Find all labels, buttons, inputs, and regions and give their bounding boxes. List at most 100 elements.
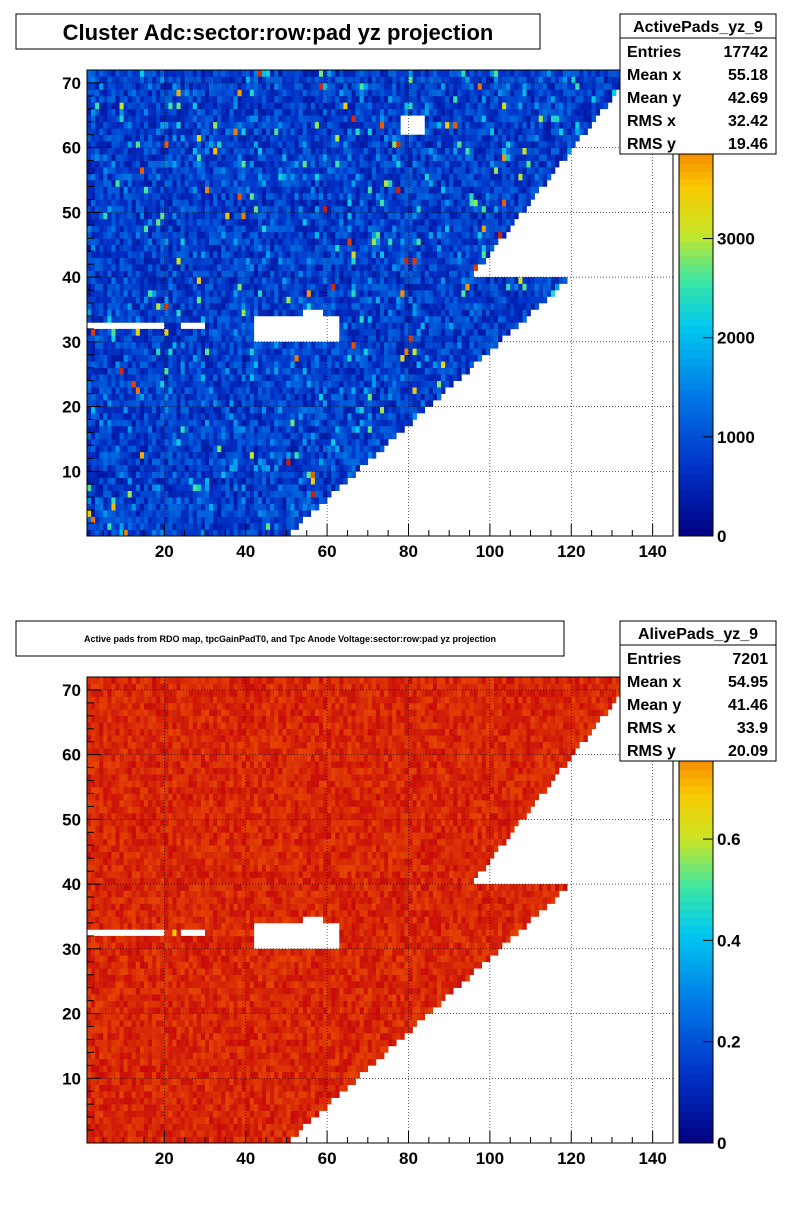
heatmap-cell: [290, 251, 295, 258]
heatmap-cell: [184, 180, 190, 187]
heatmap-cell: [127, 167, 133, 174]
heatmap-cell: [127, 529, 133, 537]
heatmap-cell: [355, 290, 360, 297]
heatmap-cell: [103, 199, 108, 207]
heatmap-cell: [229, 354, 234, 362]
heatmap-cell: [266, 400, 271, 407]
heatmap-cell: [404, 186, 409, 194]
heatmap-cell: [156, 277, 161, 284]
heatmap-cell: [502, 225, 507, 233]
heatmap-cell: [347, 374, 352, 381]
heatmap-cell: [294, 523, 299, 530]
heatmap-cell: [245, 419, 251, 427]
heatmap-cell: [143, 523, 149, 530]
heatmap-cell: [180, 257, 185, 265]
heatmap-cell: [449, 303, 454, 310]
heatmap-cell: [168, 296, 173, 304]
heatmap-cell: [261, 393, 267, 401]
heatmap-cell: [127, 244, 133, 252]
heatmap-cell: [135, 471, 141, 479]
heatmap-cell: [457, 354, 462, 362]
heatmap-cell: [318, 361, 324, 369]
heatmap-cell: [172, 225, 177, 233]
heatmap-cell: [261, 218, 267, 226]
heatmap-cell: [99, 167, 104, 174]
heatmap-cell: [314, 257, 320, 265]
heatmap-cell: [282, 471, 287, 479]
heatmap-cell: [237, 425, 242, 433]
heatmap-cell: [168, 484, 173, 491]
heatmap-cell: [363, 341, 369, 349]
heatmap-cell: [156, 380, 161, 388]
heatmap-cell: [436, 186, 442, 194]
heatmap-cell: [489, 173, 495, 181]
heatmap-cell: [205, 413, 210, 420]
heatmap-cell: [152, 296, 157, 304]
heatmap-cell: [359, 283, 365, 291]
heatmap-cell: [99, 464, 104, 472]
heatmap-cell: [314, 367, 320, 375]
heatmap-cell: [436, 303, 442, 310]
heatmap-cell: [294, 400, 299, 407]
heatmap-cell: [432, 290, 438, 297]
heatmap-cell: [510, 290, 515, 297]
heatmap-cell: [139, 529, 145, 537]
heatmap-cell: [318, 167, 324, 174]
heatmap-cell: [363, 354, 369, 362]
heatmap-cell: [172, 451, 177, 459]
heatmap-cell: [131, 529, 137, 537]
heatmap-cell: [266, 244, 271, 252]
heatmap-cell: [388, 400, 393, 407]
heatmap-cell: [131, 290, 137, 297]
heatmap-cell: [99, 315, 104, 323]
heatmap-cell: [380, 387, 385, 394]
heatmap-cell: [298, 387, 303, 394]
heatmap-cell: [143, 296, 149, 304]
heatmap-cell: [127, 393, 133, 401]
heatmap-cell: [148, 367, 153, 375]
heatmap-cell: [270, 367, 275, 375]
heatmap-cell: [286, 464, 291, 472]
heatmap-cell: [290, 277, 295, 284]
heatmap-cell: [91, 348, 96, 356]
heatmap-cell: [420, 244, 426, 252]
heatmap-cell: [192, 425, 198, 433]
heatmap-cell: [286, 270, 291, 278]
heatmap-cell: [412, 400, 417, 407]
heatmap-cell: [400, 328, 405, 336]
heatmap-cell: [318, 464, 324, 472]
heatmap-cell: [237, 523, 242, 530]
heatmap-cell: [339, 335, 344, 343]
heatmap-cell: [457, 257, 462, 265]
heatmap-cell: [278, 186, 283, 194]
heatmap-cell: [298, 490, 303, 498]
heatmap-cell: [164, 173, 169, 181]
heatmap-cell: [343, 315, 348, 323]
heatmap-cell: [335, 400, 340, 407]
heatmap-cell: [306, 290, 312, 297]
heatmap-cell: [388, 309, 393, 317]
heatmap-cell: [107, 264, 112, 271]
heatmap-cell: [485, 309, 491, 317]
heatmap-cell: [457, 173, 462, 181]
heatmap-cell: [135, 257, 141, 265]
heatmap-cell: [241, 387, 247, 394]
heatmap-cell: [180, 380, 185, 388]
heatmap-cell: [274, 529, 279, 537]
heatmap-cell: [526, 180, 531, 187]
heatmap-cell: [416, 406, 421, 414]
heatmap-cell: [168, 186, 173, 194]
heatmap-cell: [506, 328, 511, 336]
heatmap-cell: [91, 477, 96, 485]
heatmap-cell: [432, 322, 438, 330]
heatmap-cell: [180, 348, 185, 356]
heatmap-cell: [493, 322, 499, 330]
heatmap-cell: [127, 341, 133, 349]
heatmap-cell: [445, 277, 450, 284]
heatmap-cell: [172, 458, 177, 466]
heatmap-cell: [286, 490, 291, 498]
heatmap-cell: [225, 335, 230, 343]
heatmap-cell: [91, 490, 96, 498]
heatmap-cell: [172, 322, 177, 330]
heatmap-cell: [347, 290, 352, 297]
